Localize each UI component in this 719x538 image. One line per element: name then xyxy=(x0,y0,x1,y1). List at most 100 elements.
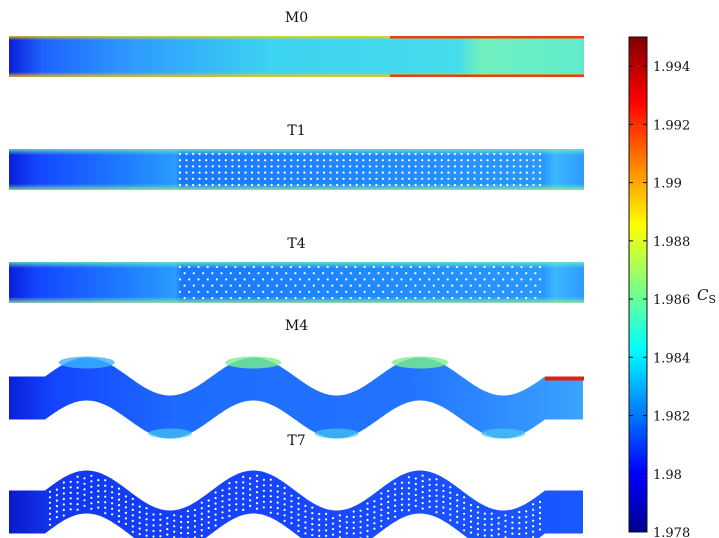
pin xyxy=(447,165,450,168)
pin xyxy=(214,524,217,527)
pin xyxy=(237,165,240,168)
pin xyxy=(277,183,280,187)
pin xyxy=(453,183,456,187)
pin xyxy=(322,183,326,187)
pin xyxy=(237,159,240,162)
pin xyxy=(373,511,376,514)
pin xyxy=(104,484,107,487)
pin xyxy=(55,516,59,519)
pin xyxy=(166,533,169,536)
pin xyxy=(395,296,398,300)
pin xyxy=(188,278,191,281)
pin xyxy=(69,508,72,511)
pin xyxy=(192,171,195,174)
pin xyxy=(303,284,306,287)
pin xyxy=(322,159,326,162)
pin xyxy=(277,177,280,180)
pin xyxy=(352,515,355,519)
pin xyxy=(83,493,86,496)
pin xyxy=(250,165,254,168)
pin xyxy=(432,296,435,300)
pin xyxy=(264,177,267,180)
pin xyxy=(325,534,328,538)
pin xyxy=(512,183,515,187)
pin xyxy=(198,177,201,180)
pin xyxy=(325,523,328,527)
pin xyxy=(460,296,463,300)
pin xyxy=(386,296,389,300)
pin xyxy=(180,520,183,524)
pin xyxy=(262,278,265,281)
pin xyxy=(511,290,514,293)
pin xyxy=(525,510,528,513)
pin xyxy=(492,265,495,269)
pin xyxy=(242,503,245,506)
hot-spot xyxy=(225,356,282,369)
pin xyxy=(380,508,383,511)
pin xyxy=(269,500,272,503)
pin xyxy=(159,535,162,538)
pin xyxy=(421,171,424,174)
pin xyxy=(277,152,280,156)
pin xyxy=(224,171,227,174)
pin xyxy=(249,493,252,496)
pin xyxy=(401,165,404,168)
pin xyxy=(297,513,300,516)
pin xyxy=(145,529,148,532)
pin xyxy=(312,284,315,287)
pin xyxy=(55,488,59,491)
pin xyxy=(499,183,502,187)
pin xyxy=(329,183,332,187)
pin xyxy=(338,525,341,528)
pin xyxy=(373,516,376,519)
pin xyxy=(104,506,107,509)
pin xyxy=(331,517,335,520)
pin xyxy=(318,534,321,538)
pin xyxy=(532,177,535,180)
pin xyxy=(400,509,404,512)
pin xyxy=(490,523,493,526)
pin xyxy=(478,272,482,275)
pin xyxy=(469,526,473,529)
pin xyxy=(228,487,231,490)
pin xyxy=(221,516,224,519)
pin xyxy=(538,500,542,504)
pin xyxy=(83,477,86,480)
pin xyxy=(271,278,274,281)
pin xyxy=(460,272,463,275)
pin xyxy=(244,171,247,174)
pin xyxy=(538,152,542,156)
pin xyxy=(242,497,245,500)
pin xyxy=(311,528,314,531)
pin xyxy=(377,272,380,275)
pin xyxy=(349,177,352,180)
pin xyxy=(252,265,255,269)
pin xyxy=(407,498,410,501)
pin xyxy=(354,278,357,281)
pin xyxy=(483,529,486,532)
pin xyxy=(48,496,52,499)
pin xyxy=(270,171,273,174)
pin xyxy=(354,265,357,269)
pin xyxy=(414,488,417,491)
pin xyxy=(331,533,335,536)
pin xyxy=(349,284,352,287)
pin xyxy=(435,494,438,497)
pin xyxy=(449,502,452,505)
pin xyxy=(211,152,214,156)
pin xyxy=(355,165,358,168)
pin xyxy=(231,152,234,156)
pin xyxy=(463,523,466,526)
pin xyxy=(408,177,411,180)
pin xyxy=(90,491,93,494)
pin xyxy=(206,290,209,293)
pin xyxy=(326,290,329,293)
pin xyxy=(456,493,459,496)
pin xyxy=(362,165,365,168)
pin xyxy=(97,495,100,498)
pin xyxy=(476,527,479,531)
pin xyxy=(538,177,542,180)
pin xyxy=(317,290,320,293)
pin xyxy=(331,528,335,531)
pin xyxy=(434,177,437,180)
